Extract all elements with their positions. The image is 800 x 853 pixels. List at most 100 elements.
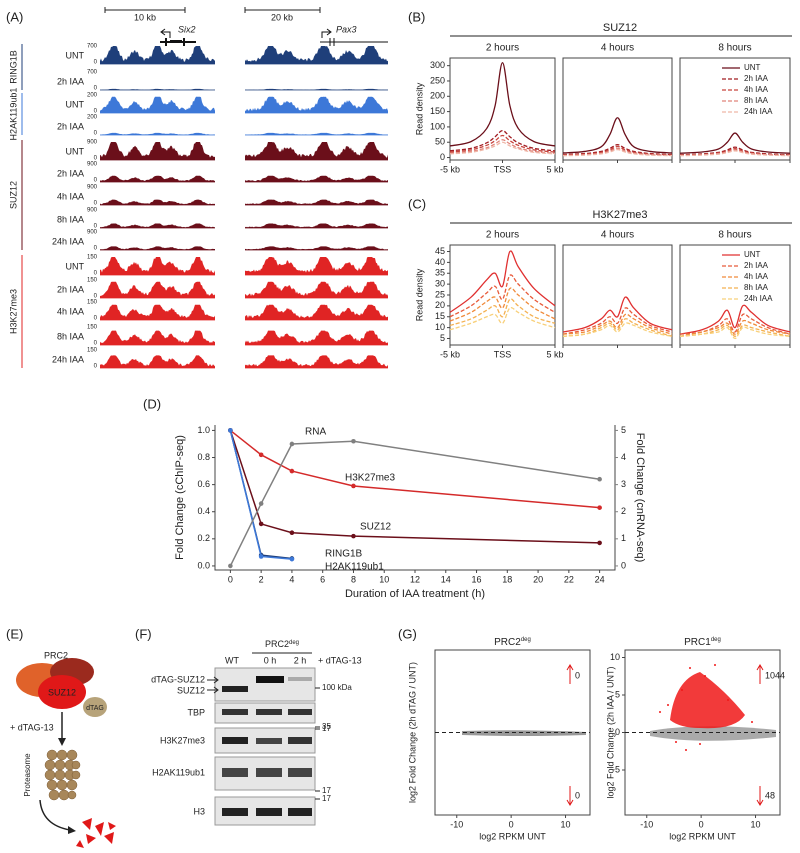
suz12-shape: [38, 675, 86, 709]
track-scale: 700: [87, 44, 98, 50]
y-axis-label: log2 Fold Change (2h dTAG / UNT): [407, 662, 417, 803]
up-arrow: [566, 664, 574, 684]
x-tick-label: 4: [289, 574, 294, 584]
profile-line: [449, 129, 556, 152]
group-label: SUZ12: [8, 181, 18, 209]
tag-label: dTAG: [86, 705, 104, 712]
row-label: H3K27me3: [160, 735, 205, 745]
x-tick-label: 22: [564, 574, 574, 584]
point-cloud: [462, 730, 586, 736]
up-arrow: [756, 664, 764, 684]
profile-line: [679, 150, 791, 157]
track-signal: [100, 257, 215, 275]
degrader-label: Proteasome: [23, 753, 32, 797]
track-scale: 0: [94, 224, 98, 230]
plot-title: PRC1deg: [684, 637, 721, 648]
band: [222, 709, 248, 715]
legend-label: 4h IAA: [744, 272, 769, 281]
y-tick-label: 15: [435, 311, 445, 321]
track-signal: [100, 355, 215, 368]
band: [288, 677, 312, 681]
y-tick-label: 30: [435, 279, 445, 289]
x-tick-label: 0: [509, 819, 514, 829]
legend-label: 2h IAA: [744, 74, 769, 83]
track-scale: 150: [87, 325, 98, 331]
track-label: 2h IAA: [57, 121, 84, 131]
x-tick-label: -10: [450, 819, 463, 829]
x-tick-label: 8: [351, 574, 356, 584]
facet-title: 2 hours: [486, 230, 519, 241]
western-blot: [207, 652, 316, 826]
dtag-shape: [83, 697, 107, 717]
subunit-label: SUZ12: [48, 687, 76, 697]
track-scale: 900: [87, 162, 98, 168]
profile-line: [449, 141, 556, 155]
track-signal: [245, 304, 388, 320]
profile-line: [449, 306, 556, 331]
x-tick-label: -5 kb: [440, 349, 460, 359]
data-point: [289, 468, 295, 474]
title-sup: deg: [711, 637, 721, 643]
track-signal: [100, 199, 215, 205]
x-tick-label: 6: [320, 574, 325, 584]
y2-tick-label: 1: [621, 533, 626, 543]
band: [288, 709, 312, 715]
track-signal: [100, 46, 215, 64]
x-tick-label: 10: [561, 819, 571, 829]
up-count: 0: [575, 670, 580, 680]
y-tick-label: 150: [430, 106, 445, 116]
x-tick-label: 12: [410, 574, 420, 584]
group-sup: deg: [289, 640, 299, 646]
marker-label: 17: [322, 786, 331, 795]
y-tick-label: 20: [435, 300, 445, 310]
track-scale: 0: [94, 271, 98, 277]
track-signal: [245, 96, 388, 113]
profile-line: [449, 139, 556, 154]
panel-label: (G): [398, 626, 417, 641]
profile-line: [562, 322, 673, 337]
facet-title: 4 hours: [601, 230, 634, 241]
track-signal: [245, 142, 388, 160]
track-label: UNT: [66, 261, 85, 271]
x-axis-label: log2 RPKM UNT: [669, 831, 736, 841]
track-signal: [100, 246, 215, 250]
panel-label: (E): [6, 626, 23, 641]
arrowhead: [58, 738, 66, 746]
track-label: 2h IAA: [57, 76, 84, 86]
profile-line: [679, 326, 791, 340]
track-scale: 0: [94, 131, 98, 137]
facet-title: 2 hours: [486, 43, 519, 54]
track-scale: 0: [94, 341, 98, 347]
ma-clouds: [462, 664, 776, 751]
gene-model: [320, 38, 388, 46]
track-signal: [245, 199, 388, 205]
track-signal: [100, 96, 215, 113]
treatment-label: + dTAG-13: [10, 722, 54, 732]
x-tick-label: 18: [502, 574, 512, 584]
data-point: [289, 556, 295, 562]
profile-line: [562, 296, 673, 333]
panel-label: (B): [408, 9, 425, 24]
scale-bar: [104, 7, 321, 13]
track-signal: [100, 304, 215, 320]
track-scale: 900: [87, 140, 98, 146]
series-label: H3K27me3: [345, 473, 395, 484]
profile-line: [562, 145, 673, 156]
x-tick-label: -10: [640, 819, 653, 829]
y-axis-label: log2 Fold Change (2h IAA / UNT): [605, 666, 615, 798]
down-count: 48: [765, 790, 775, 800]
track-scale: 0: [94, 86, 98, 92]
title-main: PRC1: [684, 637, 711, 648]
y-tick-label: 35: [435, 268, 445, 278]
track-signal: [245, 223, 388, 228]
point-cloud-up: [670, 672, 745, 729]
y2-tick-label: 0: [621, 560, 626, 570]
y2-tick-label: 3: [621, 479, 626, 489]
gene-label: Pax3: [336, 24, 357, 34]
band: [288, 808, 312, 816]
y-tick-label: 0.8: [197, 452, 210, 462]
degradation-diagram: PRC2 SUZ12 dTAG + dTAG-13 Proteasome: [10, 650, 116, 848]
x-tick-label: 5 kb: [546, 349, 563, 359]
data-point: [228, 428, 233, 433]
